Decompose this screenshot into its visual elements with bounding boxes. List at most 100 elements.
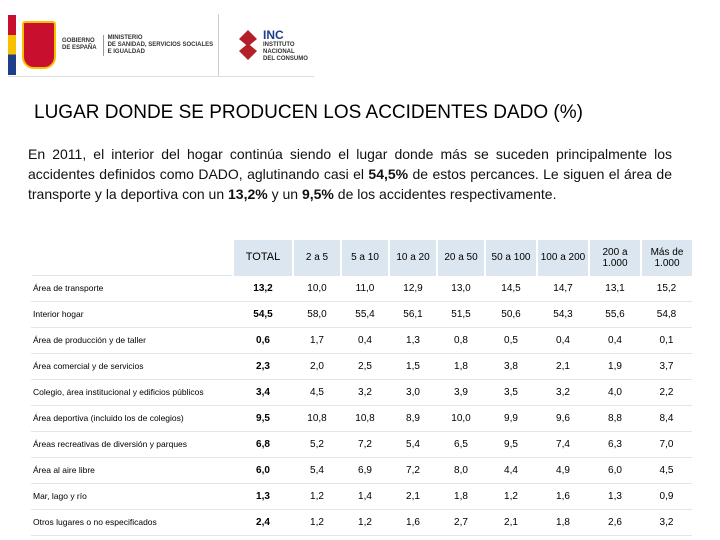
flag-bar [8, 15, 16, 75]
cell: 0,4 [589, 327, 641, 354]
column-header: 2 a 5 [292, 240, 341, 276]
cell: 5,2 [293, 431, 341, 458]
cell: 54,3 [537, 301, 589, 328]
cell: 9,9 [485, 405, 537, 432]
table-row: Interior hogar 54,5 58,0 55,4 56,1 51,5 50,6 54… [31, 301, 692, 328]
cell: 0,8 [437, 327, 485, 354]
cell: 2,1 [537, 353, 589, 380]
cell: 6,9 [341, 457, 389, 484]
cell: 4,4 [485, 457, 537, 484]
paragraph-segment: de estos percances. Le siguen el área de… [28, 166, 672, 202]
cell: 2,4 [233, 509, 293, 536]
row-label: Interior hogar [31, 301, 233, 328]
paragraph-segment: de los accidentes respectivamente. [333, 186, 557, 202]
table-row: Área de producción y de taller 0,6 1,7 0,4 1… [31, 327, 692, 354]
cell: 51,5 [437, 301, 485, 328]
cell: 10,8 [341, 405, 389, 432]
cell: 12,9 [389, 275, 437, 302]
cell: 4,0 [589, 379, 641, 406]
cell: 1,7 [293, 327, 341, 354]
title: LUGAR DONDE SE PRODUCEN LOS ACCIDENTES D… [34, 102, 583, 123]
cell: 13,0 [437, 275, 485, 302]
cell: 1,2 [485, 483, 537, 510]
cell: 1,8 [537, 509, 589, 536]
inc-line: NACIONAL [263, 48, 295, 55]
cell: 2,1 [485, 509, 537, 536]
cell: 6,8 [233, 431, 293, 458]
row-label: Área comercial y de servicios [31, 353, 233, 380]
row-label: Área deportiva (incluido los de colegios… [31, 405, 233, 432]
government-logo: GOBIERNO DE ESPAÑA MINISTERIO DE SANIDAD, … [8, 14, 218, 76]
cell: 5,4 [293, 457, 341, 484]
row-label: Áreas recreativas de diversión y parques [31, 431, 233, 458]
table-row: Área al aire libre 6,0 5,4 6,9 7,2 8,0 4,4 4,9 6… [31, 457, 692, 484]
cell: 1,5 [389, 353, 437, 380]
cell: 1,4 [341, 483, 389, 510]
column-header: 10 a 20 [388, 240, 437, 276]
cell: 55,4 [341, 301, 389, 328]
table-row: Áreas recreativas de diversión y parques… [31, 431, 692, 458]
table-row: Área deportiva (incluido los de colegios… [31, 405, 692, 432]
cell: 1,2 [341, 509, 389, 536]
cell: 55,6 [589, 301, 641, 328]
inc-logo: INC INSTITUTO NACIONAL DEL CONSUMO [218, 14, 308, 76]
ministry-text: MINISTERIO DE SANIDAD, SERVICIOS SOCIALES… [102, 34, 213, 56]
cell: 3,5 [485, 379, 537, 406]
cell: 7,4 [537, 431, 589, 458]
row-label: Colegio, área institucional y edificios … [31, 379, 233, 406]
cell: 1,8 [437, 353, 485, 380]
inc-line: INSTITUTO [263, 41, 295, 48]
cell: 10,0 [293, 275, 341, 302]
cell: 3,2 [641, 509, 692, 536]
row-label: Otros lugares o no especificados [31, 509, 233, 536]
cell: 9,5 [233, 405, 293, 432]
cell: 10,0 [437, 405, 485, 432]
cell: 2,6 [589, 509, 641, 536]
cell: 14,7 [537, 275, 589, 302]
column-header: 20 a 50 [436, 240, 485, 276]
cell: 5,4 [389, 431, 437, 458]
ministry-line: MINISTERIO [107, 34, 143, 41]
cell: 50,6 [485, 301, 537, 328]
cell: 3,7 [641, 353, 692, 380]
cell: 2,5 [341, 353, 389, 380]
inc-lines: INSTITUTO NACIONAL DEL CONSUMO [263, 42, 308, 63]
cell: 0,6 [233, 327, 293, 354]
table-row: Otros lugares o no especificados 2,4 1,2 1,… [31, 509, 692, 536]
cell: 1,2 [293, 509, 341, 536]
cell: 2,0 [293, 353, 341, 380]
cell: 1,2 [293, 483, 341, 510]
cell: 3,0 [389, 379, 437, 406]
paragraph: En 2011, el interior del hogar continúa … [28, 144, 672, 204]
column-header: TOTAL [232, 240, 293, 276]
cell: 58,0 [293, 301, 341, 328]
cell: 8,9 [389, 405, 437, 432]
logos: GOBIERNO DE ESPAÑA MINISTERIO DE SANIDAD, … [8, 14, 314, 77]
cell: 9,6 [537, 405, 589, 432]
column-header: 100 a 200 [536, 240, 589, 276]
column-header: 200 a 1.000 [588, 240, 641, 276]
paragraph-segment: y un [267, 186, 302, 202]
cell: 0,9 [641, 483, 692, 510]
row-label: Área de producción y de taller [31, 327, 233, 354]
row-label: Mar, lago y río [31, 483, 233, 510]
cell: 7,2 [389, 457, 437, 484]
table-row: Mar, lago y río 1,3 1,2 1,4 2,1 1,8 1,2 1,6 1,3 0… [31, 483, 692, 510]
gov-text: GOBIERNO DE ESPAÑA [62, 38, 97, 52]
ministry-line: E IGUALDAD [107, 48, 145, 55]
gov-line: GOBIERNO [62, 38, 95, 44]
cell: 13,2 [233, 275, 293, 302]
coat-of-arms [22, 21, 56, 69]
cell: 0,1 [641, 327, 692, 354]
cell: 4,5 [641, 457, 692, 484]
cell: 1,3 [589, 483, 641, 510]
cell: 2,2 [641, 379, 692, 406]
cell: 9,5 [485, 431, 537, 458]
cell: 1,6 [537, 483, 589, 510]
cell: 54,5 [233, 301, 293, 328]
inc-text: INC INSTITUTO NACIONAL DEL CONSUMO [263, 28, 308, 63]
paragraph-segment: 13,2% [228, 186, 268, 202]
cell: 2,3 [233, 353, 293, 380]
row-label: Área de transporte [31, 275, 233, 302]
cell: 7,0 [641, 431, 692, 458]
